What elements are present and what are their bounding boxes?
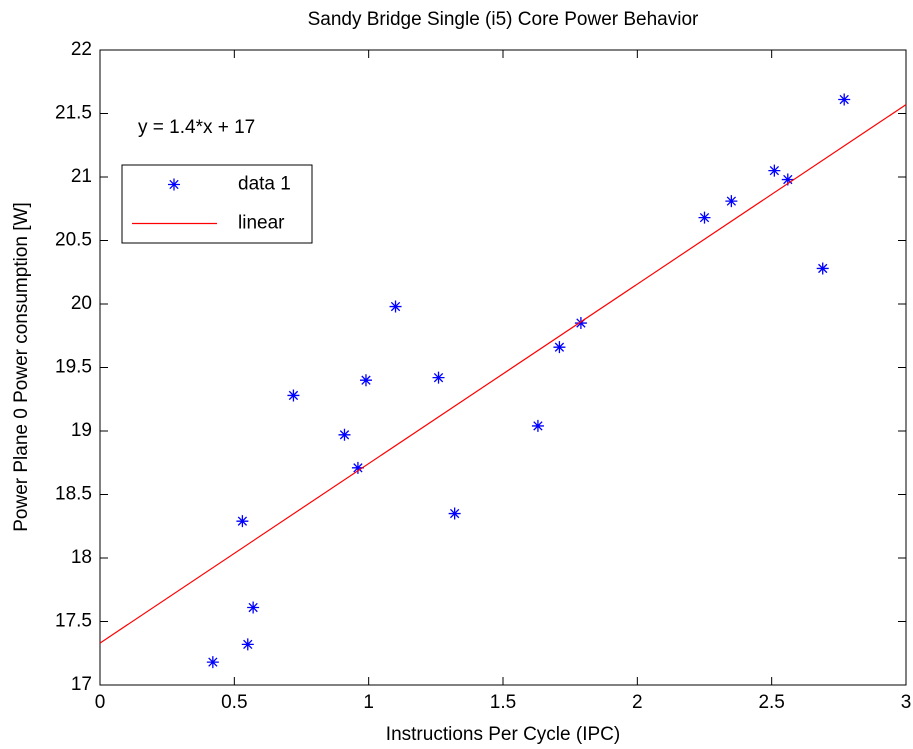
x-tick-label: 1 [363,692,374,713]
plot-frame [99,49,907,686]
data-point [351,461,364,474]
data-point [574,317,587,330]
y-tick-label: 21 [71,166,92,187]
legend-swatch [168,178,180,191]
data-point [287,389,300,402]
data-point [206,656,219,669]
x-tick-label: 3 [901,692,912,713]
data-point [725,195,738,208]
data-point [698,211,711,224]
data-point [448,507,461,520]
y-tick-label: 20.5 [55,230,92,251]
data-point [531,419,544,432]
data-point [338,428,351,441]
y-tick-label: 19.5 [55,357,92,378]
annotation: y = 1.4*x + 17 [138,117,255,138]
y-tick-label: 20 [71,293,92,314]
y-tick-label: 17 [71,674,92,695]
y-tick-label: 21.5 [55,103,92,124]
data-point [781,173,794,186]
data-point [359,374,372,387]
x-tick-label: 2.5 [758,692,784,713]
y-tick-label: 19 [71,420,92,441]
data-point [838,93,851,106]
x-axis-label: Instructions Per Cycle (IPC) [386,724,620,745]
data-point [553,341,566,354]
legend-label: linear [238,213,285,234]
data-point [389,300,402,313]
chart-title: Sandy Bridge Single (i5) Core Power Beha… [308,9,699,30]
legend-label: data 1 [238,174,291,195]
data-point [236,515,249,528]
y-tick-label: 18 [71,547,92,568]
y-axis-label: Power Plane 0 Power consumption [W] [11,202,32,532]
x-tick-label: 2 [632,692,643,713]
y-tick-label: 17.5 [55,611,92,632]
data-point [816,262,829,275]
data-point [768,164,781,177]
y-tick-label: 18.5 [55,484,92,505]
x-tick-label: 0.5 [221,692,247,713]
fit-line [99,104,907,644]
data-point [432,371,445,384]
legend-box [121,164,313,244]
data-point [247,601,260,614]
x-tick-label: 0 [95,692,106,713]
y-tick-label: 22 [71,39,92,60]
x-tick-label: 1.5 [490,692,516,713]
data-point [241,638,254,651]
